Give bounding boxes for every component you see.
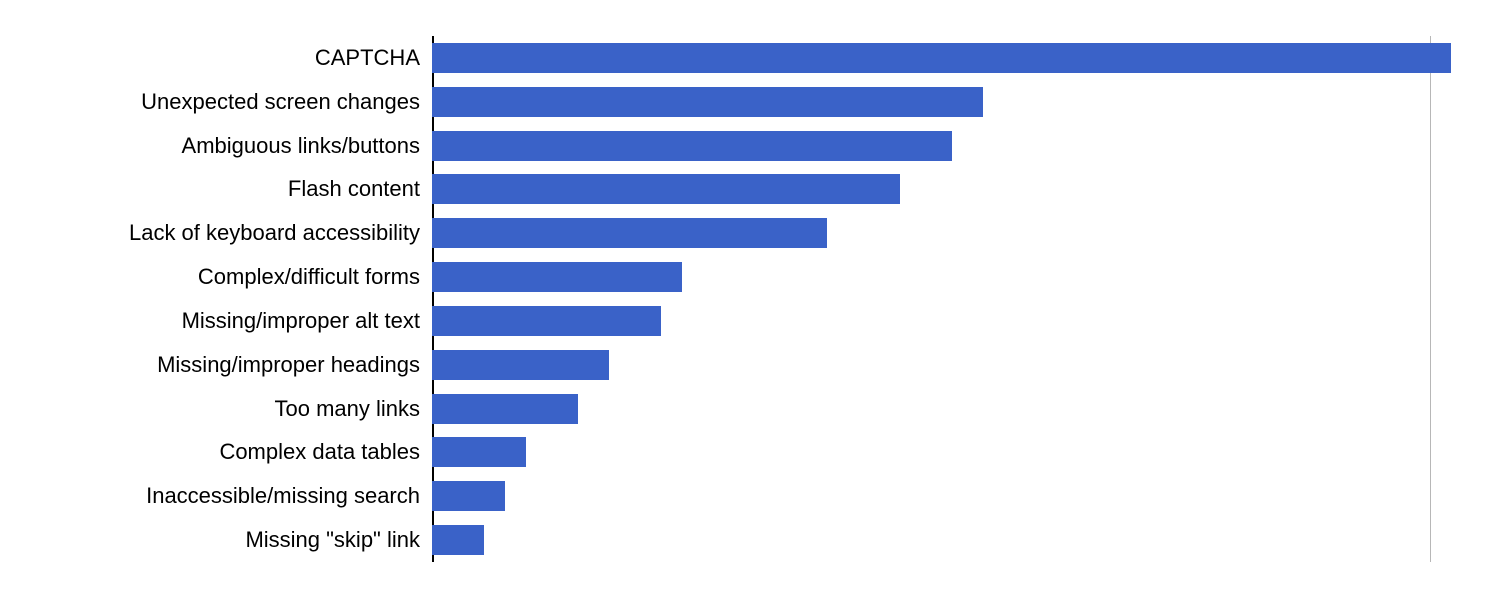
bar-track <box>432 525 1472 555</box>
bar-track <box>432 481 1472 511</box>
chart-row: Missing/improper alt text <box>0 306 1498 336</box>
bar-chart: CAPTCHA Unexpected screen changes Ambiguou… <box>0 0 1498 598</box>
category-label: Flash content <box>0 176 430 202</box>
chart-row: Complex/difficult forms <box>0 262 1498 292</box>
bar-track <box>432 262 1472 292</box>
bar <box>432 262 682 292</box>
category-label: Inaccessible/missing search <box>0 483 430 509</box>
chart-row: Inaccessible/missing search <box>0 481 1498 511</box>
category-label: Missing/improper alt text <box>0 308 430 334</box>
bar-track <box>432 394 1472 424</box>
chart-row: Complex data tables <box>0 437 1498 467</box>
bar <box>432 306 661 336</box>
bar <box>432 218 827 248</box>
category-label: Ambiguous links/buttons <box>0 133 430 159</box>
category-label: Lack of keyboard accessibility <box>0 220 430 246</box>
bar-track <box>432 350 1472 380</box>
category-label: Complex/difficult forms <box>0 264 430 290</box>
bar <box>432 174 900 204</box>
category-label: Complex data tables <box>0 439 430 465</box>
chart-row: Ambiguous links/buttons <box>0 131 1498 161</box>
bar-track <box>432 131 1472 161</box>
chart-row: Unexpected screen changes <box>0 87 1498 117</box>
bar-track <box>432 87 1472 117</box>
bar-track <box>432 218 1472 248</box>
bar <box>432 131 952 161</box>
bar-track <box>432 306 1472 336</box>
chart-row: CAPTCHA <box>0 43 1498 73</box>
bar <box>432 394 578 424</box>
category-label: Too many links <box>0 396 430 422</box>
chart-rows: CAPTCHA Unexpected screen changes Ambiguou… <box>0 36 1498 562</box>
category-label: Unexpected screen changes <box>0 89 430 115</box>
category-label: Missing/improper headings <box>0 352 430 378</box>
bar <box>432 525 484 555</box>
chart-row: Flash content <box>0 174 1498 204</box>
bar <box>432 481 505 511</box>
bar <box>432 43 1451 73</box>
category-label: CAPTCHA <box>0 45 430 71</box>
bar <box>432 437 526 467</box>
category-label: Missing "skip" link <box>0 527 430 553</box>
bar <box>432 350 609 380</box>
bar-track <box>432 437 1472 467</box>
bar <box>432 87 983 117</box>
chart-row: Missing "skip" link <box>0 525 1498 555</box>
chart-row: Lack of keyboard accessibility <box>0 218 1498 248</box>
chart-row: Too many links <box>0 394 1498 424</box>
bar-track <box>432 174 1472 204</box>
bar-track <box>432 43 1472 73</box>
chart-row: Missing/improper headings <box>0 350 1498 380</box>
